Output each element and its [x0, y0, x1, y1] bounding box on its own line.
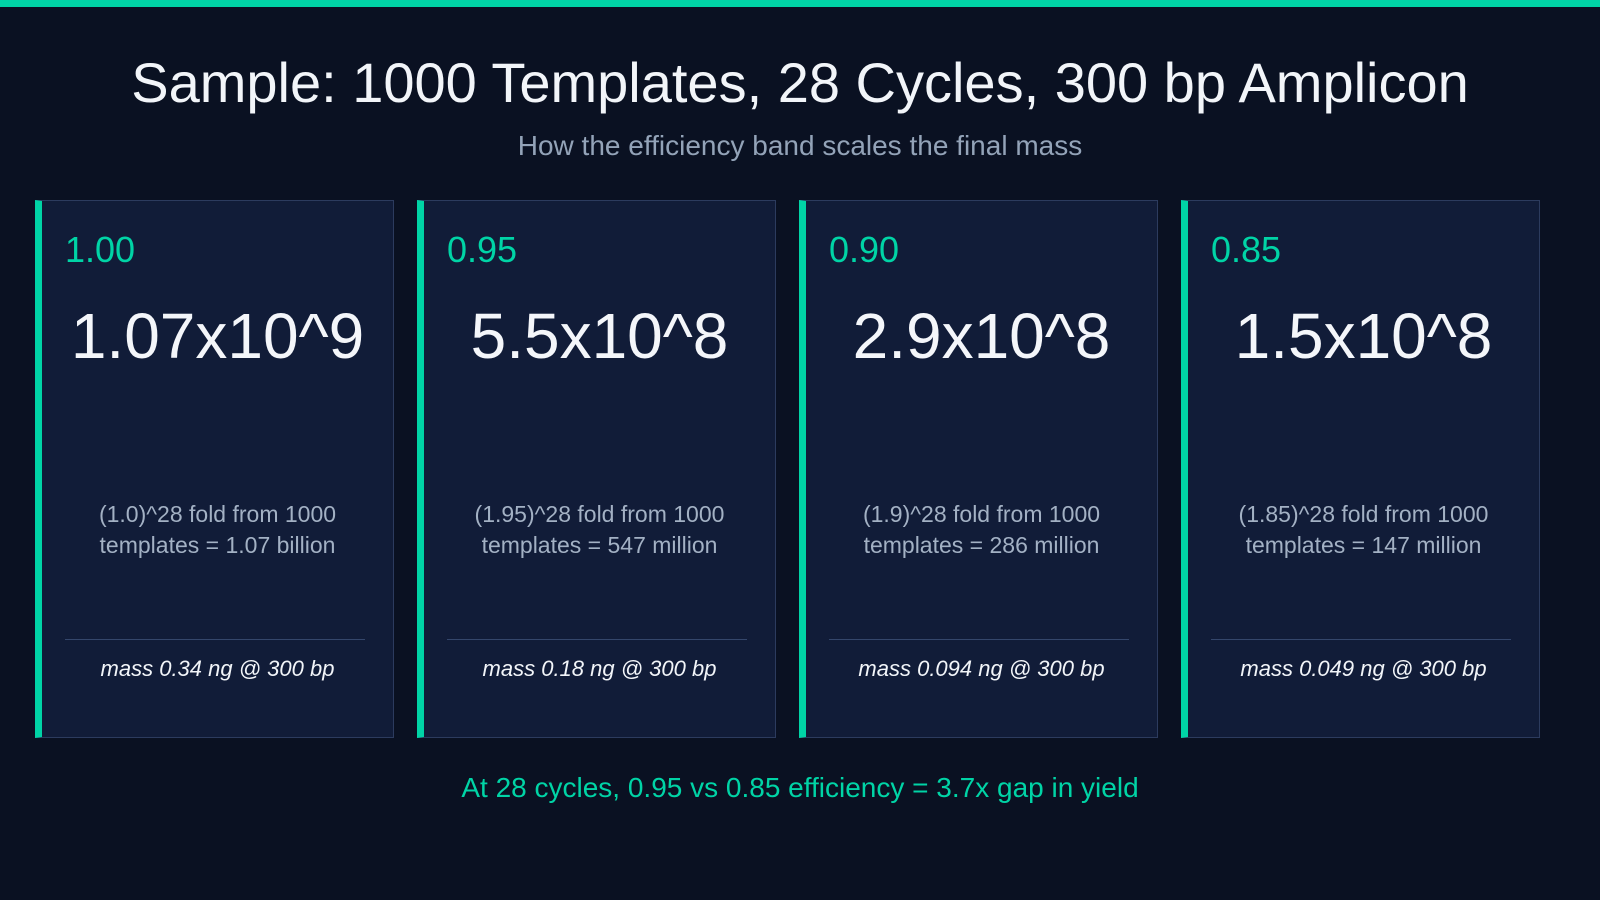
fold-description-line: templates = 286 million — [863, 532, 1100, 558]
card-divider — [447, 639, 747, 640]
fold-description-line: (1.85)^28 fold from 1000 — [1238, 501, 1489, 527]
fold-description: (1.9)^28 fold from 1000 templates = 286 … — [826, 499, 1137, 561]
efficiency-label: 0.85 — [1211, 229, 1282, 270]
copy-number-value: 1.5x10^8 — [1234, 300, 1493, 372]
mass-label: mass 0.34 ng @ 300 bp — [100, 656, 335, 681]
mass-label: mass 0.049 ng @ 300 bp — [1240, 656, 1487, 681]
efficiency-card: 0.85 1.5x10^8 (1.85)^28 fold from 1000 t… — [1181, 200, 1540, 738]
fold-description-line: (1.9)^28 fold from 1000 — [862, 501, 1101, 527]
fold-description: (1.85)^28 fold from 1000 templates = 147… — [1208, 499, 1519, 561]
fold-description-line: templates = 547 million — [481, 532, 718, 558]
card-divider — [1211, 639, 1511, 640]
page-subtitle: How the efficiency band scales the final… — [517, 130, 1083, 161]
card-divider — [65, 639, 365, 640]
fold-description-line: (1.0)^28 fold from 1000 — [98, 501, 337, 527]
top-accent-bar — [0, 0, 1600, 7]
yield-gap-summary: At 28 cycles, 0.95 vs 0.85 efficiency = … — [461, 772, 1139, 803]
efficiency-label: 0.90 — [829, 229, 900, 270]
mass-label: mass 0.18 ng @ 300 bp — [482, 656, 717, 681]
efficiency-card: 1.00 1.07x10^9 (1.0)^28 fold from 1000 t… — [35, 200, 394, 738]
efficiency-cards: 1.00 1.07x10^9 (1.0)^28 fold from 1000 t… — [35, 200, 1565, 740]
efficiency-card: 0.95 5.5x10^8 (1.95)^28 fold from 1000 t… — [417, 200, 776, 738]
fold-description: (1.0)^28 fold from 1000 templates = 1.07… — [62, 499, 373, 561]
fold-description-line: templates = 1.07 billion — [99, 532, 336, 558]
fold-description-line: templates = 147 million — [1245, 532, 1482, 558]
copy-number-value: 1.07x10^9 — [70, 300, 365, 372]
efficiency-label: 0.95 — [447, 229, 518, 270]
copy-number-value: 2.9x10^8 — [852, 300, 1111, 372]
copy-number-value: 5.5x10^8 — [470, 300, 729, 372]
efficiency-card: 0.90 2.9x10^8 (1.9)^28 fold from 1000 te… — [799, 200, 1158, 738]
fold-description: (1.95)^28 fold from 1000 templates = 547… — [444, 499, 755, 561]
page-title: Sample: 1000 Templates, 28 Cycles, 300 b… — [131, 51, 1469, 114]
efficiency-label: 1.00 — [65, 229, 136, 270]
fold-description-line: (1.95)^28 fold from 1000 — [474, 501, 725, 527]
card-divider — [829, 639, 1129, 640]
mass-label: mass 0.094 ng @ 300 bp — [858, 656, 1105, 681]
